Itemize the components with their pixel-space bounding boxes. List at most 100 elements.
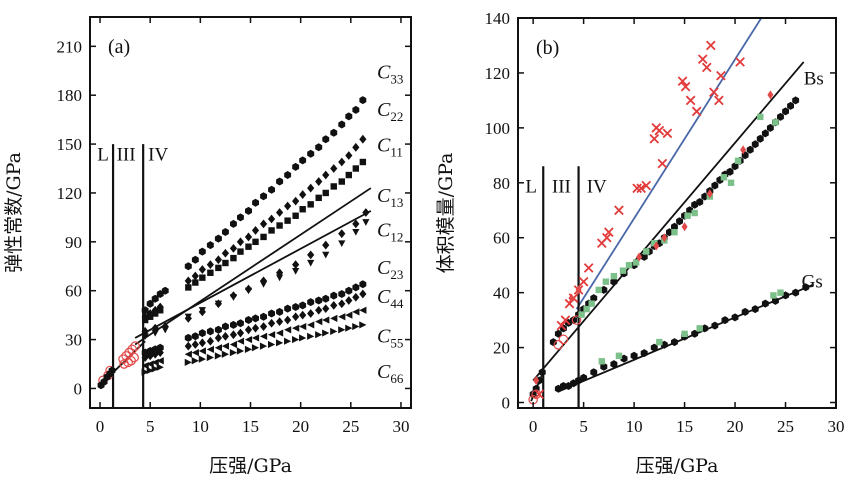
point-c66 (236, 347, 245, 355)
point-c12 (244, 287, 253, 295)
point-c13 (362, 208, 370, 217)
point-c11 (322, 189, 329, 197)
series-label-subscript: 12 (390, 229, 403, 244)
markers-a (97, 96, 370, 390)
fit-line-c13-fit (134, 187, 372, 346)
point-c13 (352, 219, 360, 229)
y-tick-label: 30 (65, 331, 82, 350)
series-label-subscript: 23 (390, 267, 403, 282)
point-c23 (292, 303, 300, 311)
point-bs (751, 140, 759, 149)
phase-label: IV (587, 176, 607, 197)
point-c55 (322, 316, 330, 324)
y-tick-label: 80 (493, 174, 510, 193)
point-c13 (338, 229, 346, 239)
x-tick-label: 25 (342, 417, 359, 436)
point-c44 (229, 330, 238, 340)
point-green-squares (602, 278, 610, 285)
y-axis-title: 弹性常数/GPa (3, 152, 25, 273)
point-bs (549, 338, 557, 347)
point-bs (671, 222, 678, 231)
x-tick-label: 5 (579, 417, 588, 436)
point-c11 (352, 165, 360, 172)
point-gs (650, 343, 658, 352)
point-c11 (215, 264, 222, 272)
point-c44 (206, 336, 214, 346)
point-c66 (156, 363, 164, 371)
point-c22 (141, 312, 149, 322)
point-gs (580, 373, 588, 382)
point-c55 (292, 324, 300, 332)
point-red-diamonds (533, 376, 540, 386)
point-red-x (735, 57, 745, 67)
point-c44 (156, 348, 164, 358)
point-c13 (307, 250, 315, 260)
series-label-subscript: 66 (390, 371, 404, 386)
point-c11 (141, 316, 149, 324)
point-c55 (307, 321, 315, 329)
point-c33 (141, 306, 149, 315)
point-c33 (245, 206, 252, 215)
point-bs (777, 112, 784, 121)
point-bs (782, 107, 789, 116)
point-red-x (691, 106, 702, 117)
point-c66 (191, 357, 199, 365)
point-bs (766, 123, 774, 132)
y-tick-label: 20 (493, 339, 510, 358)
point-c44 (191, 340, 199, 349)
point-c23 (315, 296, 323, 305)
point-c55 (345, 311, 353, 319)
point-red-diamonds (568, 293, 575, 303)
point-c55 (229, 340, 238, 349)
point-red-x (602, 232, 612, 243)
point-green-squares (772, 119, 779, 126)
point-c22 (236, 237, 245, 247)
point-c23 (230, 320, 237, 329)
point-c66 (299, 334, 307, 342)
point-red-x (680, 81, 691, 92)
point-c55 (236, 337, 245, 345)
point-c33 (222, 228, 229, 236)
point-green-squares (727, 179, 735, 186)
point-c33 (198, 247, 206, 256)
point-c12 (352, 228, 360, 236)
point-c12 (214, 300, 222, 308)
x-axis-title: 压强/GPa (209, 455, 292, 477)
point-c44 (284, 315, 292, 325)
point-c23 (284, 304, 292, 313)
point-green-squares (588, 300, 595, 307)
point-bs (701, 192, 709, 201)
point-c33 (352, 105, 360, 114)
point-c22 (151, 305, 159, 315)
point-c66 (229, 349, 238, 357)
y-axis-title: 体积模量/GPa (435, 153, 457, 274)
x-tick-label: 20 (727, 417, 744, 436)
point-c23 (191, 332, 199, 341)
point-c44 (292, 312, 300, 322)
point-c11 (330, 183, 337, 190)
point-c44 (244, 325, 253, 335)
point-bs (787, 101, 794, 110)
point-red-x (636, 183, 646, 194)
point-c11 (230, 254, 237, 262)
point-bs (676, 217, 683, 226)
point-c12 (338, 240, 346, 248)
point-c55 (156, 357, 164, 365)
point-bs (711, 181, 719, 190)
point-c66 (151, 365, 159, 373)
point-red-x (662, 128, 673, 139)
point-green-squares (610, 272, 618, 280)
point-c44 (184, 341, 192, 351)
point-c22 (198, 265, 206, 274)
point-c22 (214, 255, 222, 265)
point-c23 (156, 343, 164, 352)
point-c55 (221, 342, 230, 350)
chart-panel-b: 0 5 10 15 20 25 30 0 20 40 60 80 100 120 140 压强/GPa 体积模量… (435, 9, 845, 477)
fit-line-c12-fit (134, 210, 372, 339)
point-red-diamonds (681, 222, 688, 232)
point-green-squares (643, 248, 650, 255)
point-bs (610, 277, 618, 286)
point-c44 (141, 353, 149, 362)
point-c33 (268, 185, 275, 194)
point-c55 (198, 347, 206, 355)
